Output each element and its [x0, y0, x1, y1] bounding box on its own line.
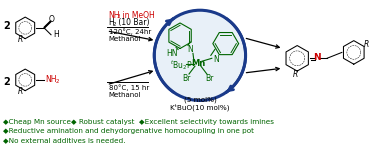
Text: H: H [53, 30, 59, 39]
Text: ◆Cheap Mn source◆ Robust catalyst  ◆Excellent selectivity towards imines: ◆Cheap Mn source◆ Robust catalyst ◆Excel… [3, 119, 274, 125]
Text: N: N [187, 45, 193, 54]
Text: 2: 2 [3, 21, 10, 31]
Text: (10 Bar): (10 Bar) [116, 18, 149, 28]
Text: H: H [108, 18, 115, 28]
Text: Methanol: Methanol [108, 36, 141, 42]
Text: NH: NH [45, 75, 57, 84]
Text: R: R [18, 87, 23, 96]
Text: (5 mol%): (5 mol%) [184, 96, 216, 103]
Text: 80°C, 15 hr: 80°C, 15 hr [108, 84, 149, 91]
Text: NH: NH [108, 11, 120, 20]
Text: R: R [364, 40, 369, 49]
Text: 2: 2 [3, 77, 10, 87]
Text: Methanol: Methanol [108, 92, 141, 98]
Text: KᵗBuO(10 mol%): KᵗBuO(10 mol%) [170, 103, 230, 111]
Text: Mn: Mn [191, 59, 205, 68]
Text: Br: Br [182, 74, 190, 83]
Text: R: R [18, 35, 23, 44]
Text: 2: 2 [113, 22, 116, 27]
Text: N: N [213, 55, 219, 64]
Text: N: N [313, 53, 321, 62]
Ellipse shape [154, 10, 246, 100]
Text: 3: 3 [117, 14, 121, 19]
Text: Br: Br [206, 74, 214, 83]
Text: R: R [293, 70, 298, 78]
Text: 120°C, 24hr: 120°C, 24hr [108, 28, 151, 35]
Text: $^t$Bu$_2$P: $^t$Bu$_2$P [170, 58, 193, 72]
Text: in MeOH: in MeOH [119, 11, 154, 20]
Text: 2: 2 [56, 79, 59, 84]
Text: O: O [49, 15, 55, 24]
Text: HN: HN [166, 49, 178, 58]
Text: ◆No external additives is needed.: ◆No external additives is needed. [3, 137, 126, 143]
Text: ◆Reductive amination and dehydorgenative homocoupling in one pot: ◆Reductive amination and dehydorgenative… [3, 128, 254, 134]
